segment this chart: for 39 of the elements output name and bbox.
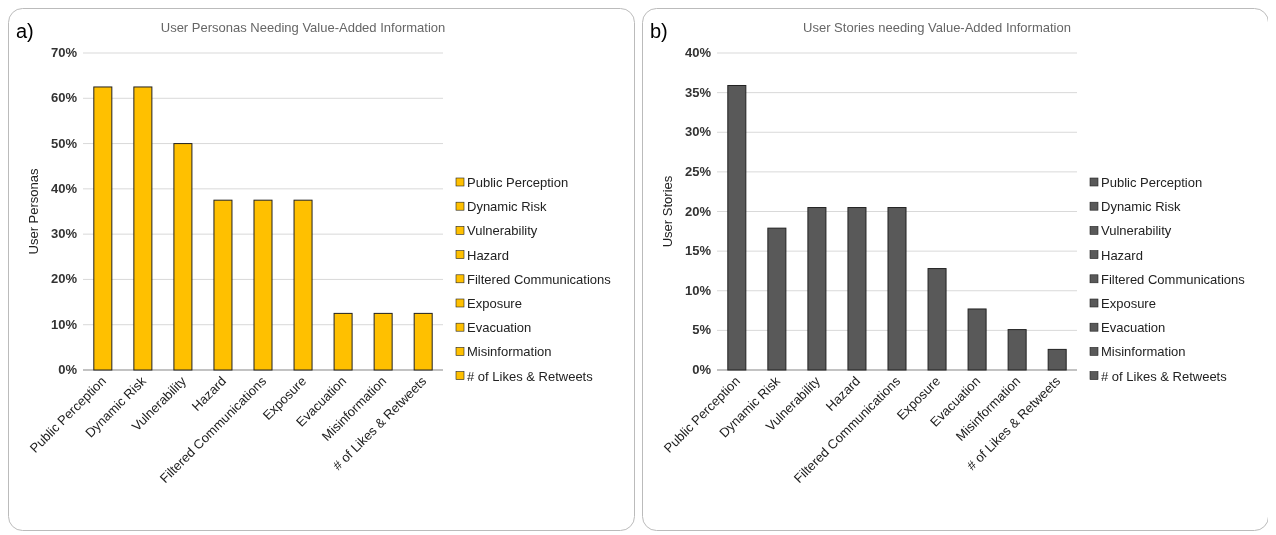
text: a) <box>16 20 34 42</box>
legend-label: Vulnerability <box>1101 223 1172 239</box>
legend-label: Public Perception <box>1101 175 1203 190</box>
y-tick-label: 20% <box>50 271 78 287</box>
legend-label: Filtered Communications <box>467 271 612 287</box>
y-tick-label: 60% <box>50 90 78 106</box>
legend-label: Evacuation <box>467 320 532 336</box>
y-tick-label: 20% <box>684 203 712 219</box>
y-axis-title: User Personas <box>26 168 41 255</box>
y-tick-label: 35% <box>684 84 712 100</box>
y-tick-label: 5% <box>692 322 712 338</box>
y-axis-title: User Stories <box>660 175 675 248</box>
y-tick-label: 50% <box>50 135 78 151</box>
legend-label: Hazard <box>467 247 509 263</box>
legend-label: Exposure <box>467 296 522 311</box>
y-tick-label: 10% <box>684 282 712 298</box>
y-tick-label: 30% <box>50 226 78 242</box>
y-tick-label: 0% <box>58 362 78 377</box>
legend-label: Dynamic Risk <box>467 199 547 215</box>
legend-label: Vulnerability <box>467 223 538 239</box>
legend-label: Exposure <box>1101 296 1156 311</box>
y-tick-label: 10% <box>50 316 78 332</box>
legend-label: Public Perception <box>467 175 569 190</box>
text: b) <box>650 20 668 42</box>
chart-title: User Stories needing Value-Added Information <box>803 20 1071 35</box>
legend-label: Misinformation <box>467 344 552 360</box>
y-tick-label: 0% <box>692 362 712 377</box>
y-tick-label: 40% <box>684 45 712 60</box>
y-tick-label: 40% <box>50 180 78 196</box>
legend-label: Hazard <box>1101 247 1143 263</box>
y-tick-label: 30% <box>684 124 712 140</box>
y-tick-label: 15% <box>684 243 712 259</box>
legend-label: Misinformation <box>1101 344 1186 360</box>
legend-label: Evacuation <box>1101 320 1166 336</box>
legend-label: Filtered Communications <box>1101 271 1246 287</box>
y-tick-label: 25% <box>684 163 712 179</box>
y-tick-label: 70% <box>50 45 78 60</box>
legend-label: Dynamic Risk <box>1101 199 1181 215</box>
chart-title: User Personas Needing Value-Added Information <box>160 20 446 35</box>
